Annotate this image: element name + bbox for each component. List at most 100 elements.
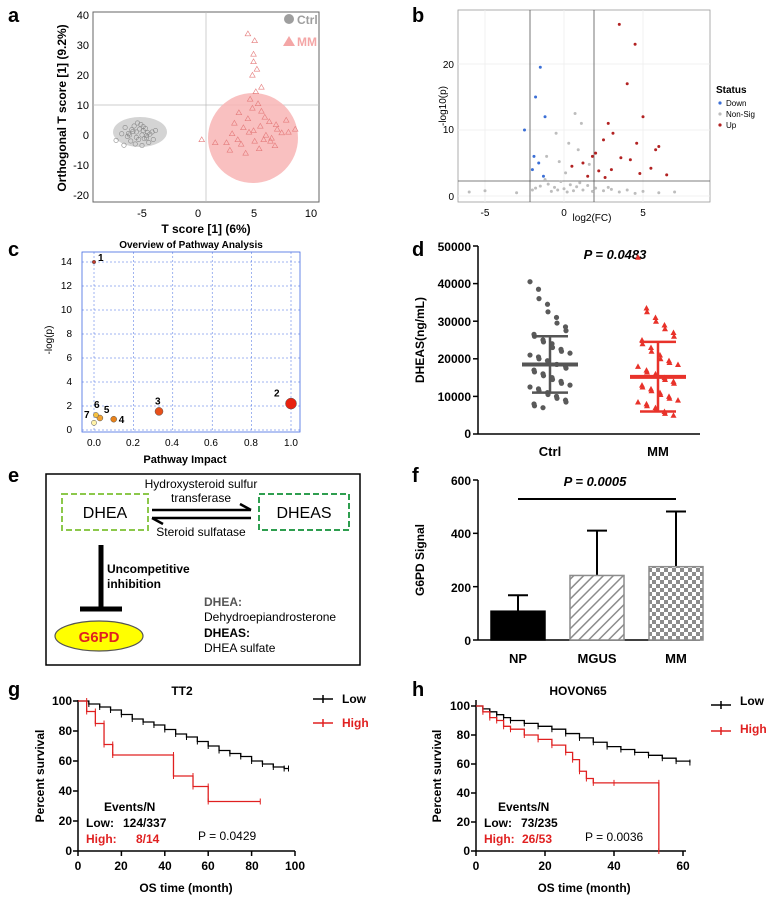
- mm-point: [260, 136, 268, 142]
- b-non-sig-point: [564, 171, 568, 175]
- mm-dhea-point: [671, 333, 677, 339]
- h-pvalue: P = 0.0036: [585, 830, 643, 844]
- g-xticks: 0 20 40 60 80 100: [75, 859, 306, 873]
- ctrl-point: [128, 138, 134, 144]
- b-non-sig-point: [538, 184, 542, 188]
- mm-dhea-point: [675, 397, 681, 403]
- c-ylabel: -log(p): [44, 326, 55, 355]
- h-high-value: 26/53: [522, 832, 552, 846]
- b-down-point: [543, 115, 547, 119]
- h-xlabel: OS time (month): [537, 881, 630, 895]
- mm-point: [285, 128, 292, 135]
- mm-point: [244, 30, 252, 37]
- h-yticks: 100 80 60 40 20 0: [450, 699, 470, 858]
- h-xticks: 0 20 40 60: [473, 859, 690, 873]
- pathway-point-4: [110, 415, 117, 423]
- bar-mm: [648, 565, 704, 641]
- mm-dhea-point: [653, 318, 659, 324]
- ctrl-dhea-point: [554, 320, 560, 326]
- b-non-sig-point: [602, 189, 605, 193]
- ctrl-point: [153, 128, 159, 134]
- ctrl-point: [136, 137, 142, 143]
- c-ytick: 0: [66, 425, 72, 436]
- panel-letter-b: b: [412, 5, 424, 27]
- ctrl-point: [140, 124, 146, 130]
- b-legend-title: Status: [716, 85, 747, 96]
- b-non-sig-point: [575, 185, 579, 189]
- h-ytick: 100: [450, 699, 470, 713]
- g-xtick: 0: [75, 859, 82, 873]
- a-ytick: 0: [83, 130, 89, 142]
- b-non-sig-point: [530, 188, 534, 192]
- mm-dhea-point: [635, 254, 641, 260]
- h-ytick: 80: [457, 728, 471, 742]
- h-ytick: 40: [457, 786, 471, 800]
- b-up-point: [625, 82, 629, 86]
- b-non-sig-point: [586, 183, 590, 187]
- ctrl-point: [144, 135, 150, 141]
- a-xtick: 0: [195, 208, 201, 220]
- b-yticks: 20 10 0: [443, 60, 455, 203]
- ctrl-dhea-point: [527, 279, 533, 285]
- d-ytick: 0: [464, 427, 471, 441]
- g-high-value: 8/14: [136, 832, 160, 846]
- ctrl-dhea-point: [540, 339, 547, 345]
- a-xtick: 10: [305, 208, 317, 220]
- ctrl-dhea-point: [540, 373, 547, 379]
- legend-up-marker: [718, 123, 722, 127]
- mm-point: [211, 139, 219, 145]
- pathway-point-3: [154, 407, 164, 416]
- b-up-point: [633, 42, 637, 46]
- mm-dhea-point: [675, 361, 681, 367]
- d-ytick: 20000: [438, 352, 472, 366]
- ctrl-dhea-point: [535, 286, 542, 292]
- mm-point: [251, 37, 258, 43]
- b-non-sig-point: [567, 141, 571, 145]
- ctrl-point: [134, 120, 140, 126]
- mm-dhea-point: [671, 380, 677, 386]
- mm-dhea-point: [644, 402, 650, 409]
- plot-frame-c: [81, 251, 301, 433]
- legend-down-marker: [718, 101, 722, 105]
- h-low-value: 73/235: [521, 816, 558, 830]
- g-xtick: 20: [114, 859, 128, 873]
- pathway-label-3: 3: [155, 396, 161, 407]
- b-xtick: -5: [481, 208, 490, 219]
- b-down-point: [538, 65, 542, 69]
- dheas-label: DHEAS: [276, 505, 331, 522]
- bar-np: [490, 610, 546, 641]
- mm-point: [226, 146, 234, 153]
- panel-letter-g: g: [8, 679, 20, 701]
- b-up-point: [641, 115, 645, 119]
- c-title: Overview of Pathway Analysis: [119, 240, 263, 251]
- b-non-sig-point: [559, 179, 563, 183]
- d-ylabel: DHEAS(ng/mL): [413, 297, 427, 383]
- b-non-sig-point: [557, 160, 561, 164]
- pathway-point-1: [91, 259, 97, 265]
- h-xtick: 60: [676, 859, 690, 873]
- ctrl-dhea-point: [558, 348, 565, 354]
- ctrl-dhea-point: [553, 314, 560, 321]
- h-legend-low: Low: [740, 694, 765, 708]
- ctrl-point: [127, 132, 133, 138]
- b-non-sig-point: [606, 185, 610, 189]
- b-non-sig-point: [562, 187, 566, 191]
- g-ytick: 40: [59, 784, 73, 798]
- mm-confidence-circle: [208, 93, 298, 183]
- b-non-sig-point: [587, 162, 591, 166]
- ctrl-dhea-point: [563, 365, 569, 371]
- c-xlabel: Pathway Impact: [143, 454, 226, 466]
- d-ytick: 30000: [438, 315, 472, 329]
- b-non-sig-point: [545, 154, 549, 158]
- b-up-point: [586, 174, 590, 178]
- c-xtick: 0.8: [244, 438, 258, 449]
- pathway-label-2: 2: [274, 389, 280, 400]
- mm-point: [245, 128, 253, 135]
- b-down-point: [541, 174, 545, 178]
- km-curve-low: [476, 705, 691, 763]
- ctrl-point: [131, 123, 137, 129]
- f-ytick: 200: [451, 581, 471, 595]
- mm-point: [271, 142, 279, 148]
- b-up-point: [657, 145, 661, 148]
